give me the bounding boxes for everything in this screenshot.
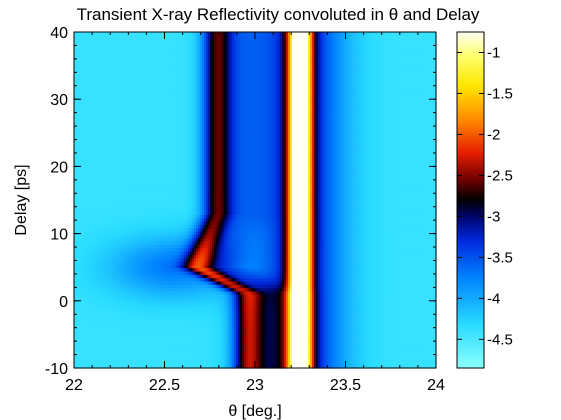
plot-area	[74, 32, 437, 369]
chart-title: Transient X-ray Reflectivity convoluted …	[77, 5, 480, 24]
